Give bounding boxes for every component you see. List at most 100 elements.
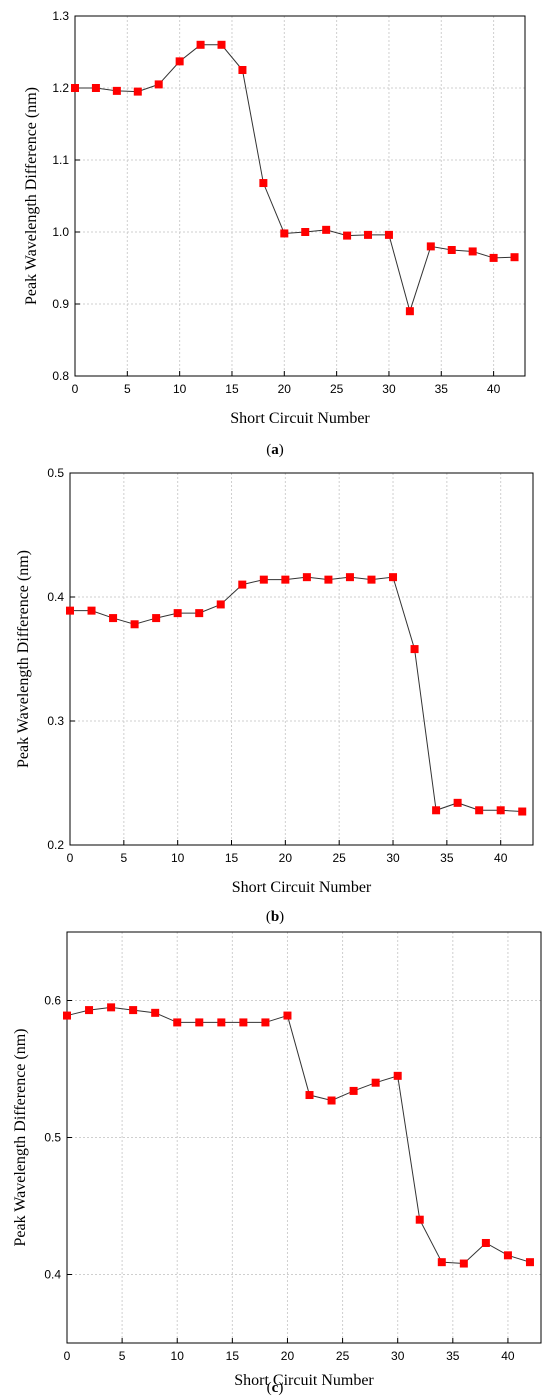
data-point	[468, 247, 477, 256]
data-point	[305, 1091, 314, 1100]
data-point	[85, 1006, 94, 1015]
chart-panel-b: 0 5 10 15 20 25 30 35 40 0.2 0.3 0.4 0.5 Short Circui…	[0, 465, 550, 930]
data-point	[66, 606, 74, 615]
y-tick-label: 0.4	[44, 1268, 61, 1282]
x-tick-label: 10	[173, 382, 187, 396]
data-point	[238, 66, 247, 74]
series-line	[70, 576, 523, 813]
caption-close: )	[279, 442, 284, 458]
y-tick-label: 0.6	[44, 994, 61, 1008]
y-tick-label: 0.5	[47, 466, 64, 480]
data-point	[175, 57, 184, 66]
data-point	[525, 1258, 534, 1267]
x-tick-label: 15	[225, 382, 239, 396]
data-point	[283, 1011, 292, 1020]
x-tick-label: 30	[391, 1349, 405, 1363]
data-point	[91, 84, 100, 92]
data-point	[518, 807, 527, 816]
y-tick-label: 0.2	[47, 838, 64, 852]
y-tick-label: 1.3	[52, 9, 69, 23]
x-axis-label: Short Circuit Number	[234, 1372, 374, 1389]
data-point	[130, 620, 139, 629]
data-point	[107, 1003, 116, 1012]
data-point	[322, 225, 331, 234]
y-tick-label: 1.2	[52, 81, 69, 95]
x-tick-label: 30	[382, 382, 396, 396]
data-point	[426, 242, 435, 251]
caption-open: (	[266, 909, 271, 925]
x-tick-label: 35	[446, 1349, 460, 1363]
data-point	[280, 229, 289, 238]
y-tick-label: 1.0	[52, 225, 69, 239]
panel-caption: (a)	[266, 442, 284, 458]
data-point	[481, 1238, 490, 1247]
chart-panel-c: 0 5 10 15 20 25 30 35 40 0.4 0.5 0.6 Short Circuit N…	[0, 930, 550, 1400]
data-point	[415, 1215, 424, 1224]
data-point	[281, 575, 290, 584]
x-tick-label: 20	[279, 851, 293, 865]
data-point	[261, 1018, 270, 1027]
caption-letter: c	[272, 1380, 279, 1396]
caption-letter: b	[271, 909, 279, 925]
data-point	[173, 1018, 182, 1027]
data-point	[496, 806, 505, 815]
data-point	[503, 1251, 512, 1260]
data-point	[238, 580, 247, 589]
y-tick-label: 0.8	[52, 369, 69, 383]
panel-caption: (c)	[267, 1380, 284, 1396]
y-axis-label: Peak Wavelength Difference (nm)	[23, 87, 40, 305]
data-point	[345, 573, 354, 582]
data-point	[87, 606, 96, 615]
x-tick-label: 15	[225, 851, 239, 865]
y-tick-label: 0.9	[52, 297, 69, 311]
x-tick-label: 40	[494, 851, 508, 865]
x-tick-label: 10	[171, 851, 185, 865]
plot-frame	[74, 15, 526, 377]
data-point	[195, 1018, 204, 1027]
data-point	[154, 80, 163, 89]
chart-panel-a: 0 5 10 15 20 25 30 35 40 0.8 0.9 1.0 1.1 1.2 1.3 Short …	[0, 0, 550, 465]
x-tick-label: 5	[124, 382, 131, 396]
data-point	[384, 230, 393, 239]
data-point	[173, 609, 182, 618]
series-line	[75, 44, 515, 313]
data-point	[112, 86, 121, 95]
data-point	[109, 614, 118, 623]
caption-open: (	[267, 1380, 272, 1396]
x-tick-label: 30	[386, 851, 400, 865]
data-point	[475, 806, 484, 815]
data-point	[453, 798, 462, 807]
x-axis-label: Short Circuit Number	[230, 410, 370, 427]
data-point	[489, 253, 498, 262]
x-tick-label: 40	[487, 382, 501, 396]
data-point	[349, 1086, 358, 1095]
data-point	[371, 1078, 380, 1087]
data-point	[151, 1008, 160, 1017]
data-point	[437, 1258, 446, 1267]
y-axis-label: Peak Wavelength Difference (nm)	[12, 1028, 29, 1246]
data-point	[459, 1259, 468, 1268]
data-point	[302, 573, 311, 582]
data-point	[217, 40, 226, 49]
x-tick-label: 25	[336, 1349, 350, 1363]
chart-b: 0 5 10 15 20 25 30 35 40 0.2 0.3 0.4 0.5 Short Circui…	[15, 466, 534, 925]
x-tick-label: 5	[119, 1349, 126, 1363]
data-point	[447, 246, 456, 254]
x-tick-label: 20	[281, 1349, 295, 1363]
chart-c: 0 5 10 15 20 25 30 35 40 0.4 0.5 0.6 Short Circuit N…	[12, 931, 542, 1396]
x-tick-label: 35	[435, 382, 449, 396]
data-point	[152, 614, 161, 623]
x-tick-label: 10	[171, 1349, 185, 1363]
x-tick-label: 25	[333, 851, 347, 865]
data-point	[364, 230, 373, 239]
data-point	[239, 1018, 248, 1027]
data-point	[259, 179, 268, 188]
data-point	[63, 1011, 71, 1020]
y-tick-label: 0.4	[47, 590, 64, 604]
data-point	[432, 806, 441, 815]
x-tick-label: 0	[67, 851, 74, 865]
caption-close: )	[278, 1380, 283, 1396]
x-tick-label: 20	[278, 382, 292, 396]
y-axis-label: Peak Wavelength Difference (nm)	[15, 550, 32, 768]
data-point	[133, 87, 142, 96]
